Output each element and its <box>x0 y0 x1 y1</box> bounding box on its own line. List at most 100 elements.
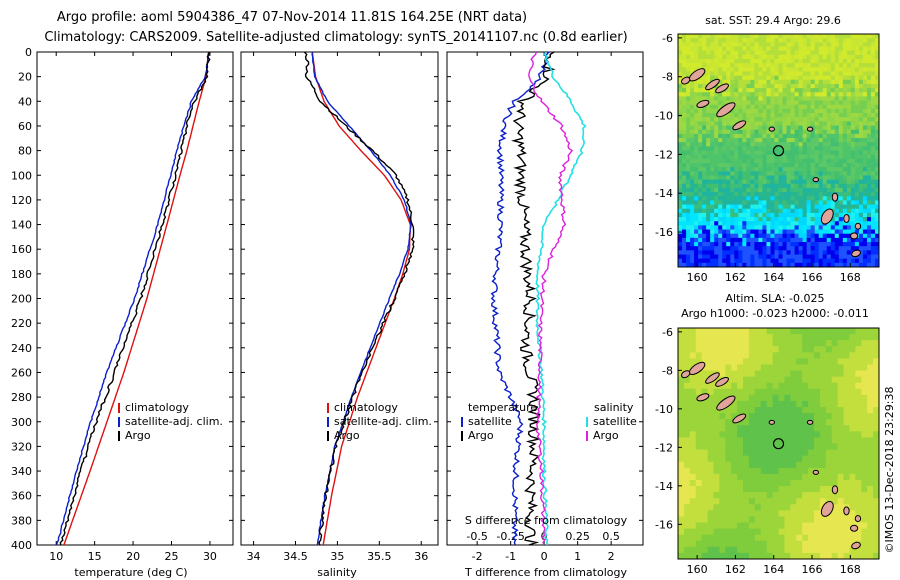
sst-map-cell <box>726 88 731 93</box>
sla-map-cell <box>819 346 827 353</box>
sla-map-cell <box>861 522 868 530</box>
sst-map-cell <box>842 83 848 89</box>
sst-map-cell <box>678 104 683 110</box>
sst-map-cell <box>726 171 731 176</box>
sst-map-cell <box>862 229 868 235</box>
sst-map-cell <box>690 250 695 255</box>
sst-map-cell <box>822 100 828 106</box>
sla-map-cell <box>737 449 744 457</box>
sst-map-cell <box>750 175 755 181</box>
sst-map-cell <box>702 34 707 39</box>
sla-map-cell <box>778 504 785 511</box>
sst-map-cell <box>782 79 787 85</box>
sst-map-cell <box>706 225 711 230</box>
sst-map-cell <box>766 196 771 201</box>
sla-map-cell <box>873 340 880 347</box>
sst-map-cell <box>726 125 731 131</box>
sla-map-cell <box>843 437 850 444</box>
sst-map-cell <box>722 233 727 239</box>
sla-map-cell <box>737 346 744 353</box>
sla-map-cell <box>766 358 773 365</box>
sst-map-cell <box>762 192 767 197</box>
sst-map-cell <box>818 237 824 243</box>
sla-map-cell <box>873 425 880 432</box>
sla-map-cell <box>754 552 762 560</box>
sla-map-cell <box>808 540 815 548</box>
sst-map-cell <box>862 108 868 114</box>
sst-map-cell <box>794 83 799 89</box>
sst-map-cell <box>814 58 820 64</box>
sst-map-cell <box>734 46 739 52</box>
sst-map-cell <box>874 254 880 260</box>
sst-map-cell <box>830 38 836 43</box>
sla-map-cell <box>701 370 708 378</box>
sla-map-cell <box>725 449 732 457</box>
sst-map-cell <box>758 154 763 160</box>
sst-map-cell <box>814 83 820 89</box>
sst-map-cell <box>706 250 711 255</box>
sla-map-cell <box>831 413 839 420</box>
sla-map-cell <box>837 504 844 511</box>
sst-map-cell <box>810 262 816 268</box>
sst-map-cell <box>710 212 715 218</box>
sst-map-cell <box>690 179 695 185</box>
sla-map-cell <box>778 516 785 523</box>
sst-map-cell <box>706 38 711 43</box>
sst-map-cell <box>746 217 751 222</box>
sla-map-cell <box>861 413 868 420</box>
sst-map-cell <box>714 171 719 176</box>
sst-map-cell <box>686 150 691 156</box>
sla-map-cell <box>831 516 839 523</box>
sla-map-cell <box>754 382 762 390</box>
sla-map-cell <box>701 382 708 390</box>
sla-map-cell <box>849 443 856 450</box>
sst-map-cell <box>714 242 719 247</box>
sla-map-cell <box>831 370 839 378</box>
sla-map-cell <box>831 522 839 530</box>
sst-map-cell <box>782 167 787 172</box>
sla-map-cell <box>760 473 768 481</box>
sla-map-cell <box>796 400 803 408</box>
sst-map-cell <box>838 204 844 210</box>
sst-map-cell <box>822 113 828 118</box>
sst-map-cell <box>682 233 687 239</box>
sst-map-cell <box>774 129 779 135</box>
sst-map-cell <box>818 117 824 122</box>
sst-map-cell <box>850 217 856 222</box>
sst-map-cell <box>814 88 820 93</box>
sst-map-cell <box>694 246 699 251</box>
sla-map-cell <box>760 449 768 457</box>
sst-map-cell <box>750 129 755 135</box>
sst-map-cell <box>710 63 715 68</box>
sst-map-cell <box>758 187 763 193</box>
sst-map-cell <box>814 54 820 60</box>
sst-map-cell <box>842 92 848 97</box>
sst-map-cell <box>678 34 683 39</box>
sst-map-cell <box>822 42 828 47</box>
sla-map-cell <box>772 394 779 402</box>
sst-map-cell <box>866 187 872 193</box>
sst-map-cell <box>718 196 723 201</box>
sst-map-cell <box>778 58 783 64</box>
sst-map-cell <box>706 96 711 101</box>
sst-map-cell <box>774 34 779 39</box>
sst-map-cell <box>790 67 795 72</box>
sla-map-cell <box>689 407 697 414</box>
sla-map-cell <box>707 516 714 523</box>
sla-map-cell <box>707 443 714 450</box>
sst-map-cell <box>774 179 779 185</box>
sst-map-cell <box>706 42 711 47</box>
sst-map-cell <box>846 129 852 135</box>
sst-map-cell <box>826 125 832 131</box>
sst-map-cell <box>758 54 763 60</box>
sst-map-cell <box>678 150 683 156</box>
sst-map-cell <box>790 108 795 114</box>
sla-map-cell <box>790 498 797 505</box>
sst-map-cell <box>730 71 735 77</box>
sst-map-cell <box>738 212 743 218</box>
sst-map-cell <box>686 54 691 60</box>
sst-map-cell <box>746 79 751 85</box>
sla-map-cell <box>743 498 750 505</box>
sst-map-cell <box>838 225 844 230</box>
sst-map-cell <box>806 34 812 39</box>
